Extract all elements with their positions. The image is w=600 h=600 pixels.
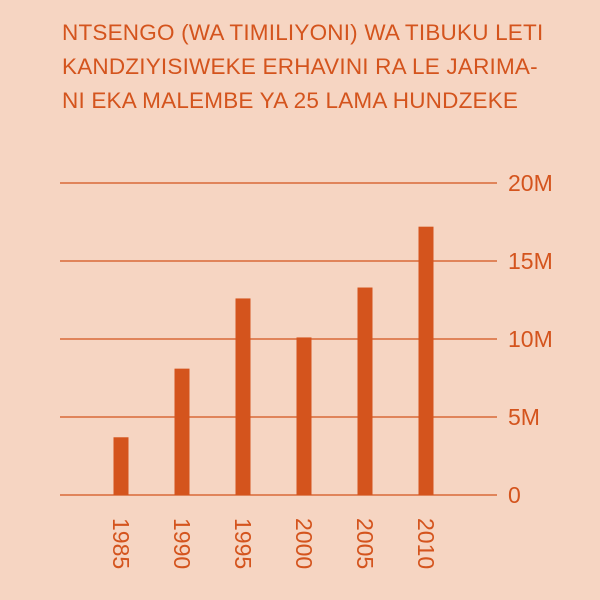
x-tick-label: 1985 — [108, 518, 134, 569]
chart-title-line: NI EKA MALEMBE YA 25 LAMA HUNDZEKE — [62, 88, 519, 113]
chart-title-line: KANDZIYISIWEKE ERHAVINI RA LE JARIMA- — [62, 54, 538, 79]
bar — [235, 298, 251, 495]
y-tick-label: 10M — [508, 326, 553, 352]
x-tick-label: 2010 — [413, 518, 439, 569]
bar — [296, 337, 312, 495]
y-tick-label: 15M — [508, 248, 553, 274]
x-tick-label: 2005 — [352, 518, 378, 569]
chart-title: NTSENGO (WA TIMILIYONI) WA TIBUKU LETI K… — [62, 16, 592, 118]
bar — [174, 368, 190, 495]
x-tick-label: 2000 — [291, 518, 317, 569]
y-tick-label: 5M — [508, 404, 540, 430]
x-tick-label: 1990 — [169, 518, 195, 569]
x-tick-label: 1995 — [230, 518, 256, 569]
chart-title-line: NTSENGO (WA TIMILIYONI) WA TIBUKU LETI — [62, 20, 544, 45]
bar — [357, 287, 373, 495]
y-tick-label: 0 — [508, 482, 521, 508]
bar — [418, 226, 434, 495]
bar — [113, 437, 129, 495]
y-tick-label: 20M — [508, 170, 553, 196]
